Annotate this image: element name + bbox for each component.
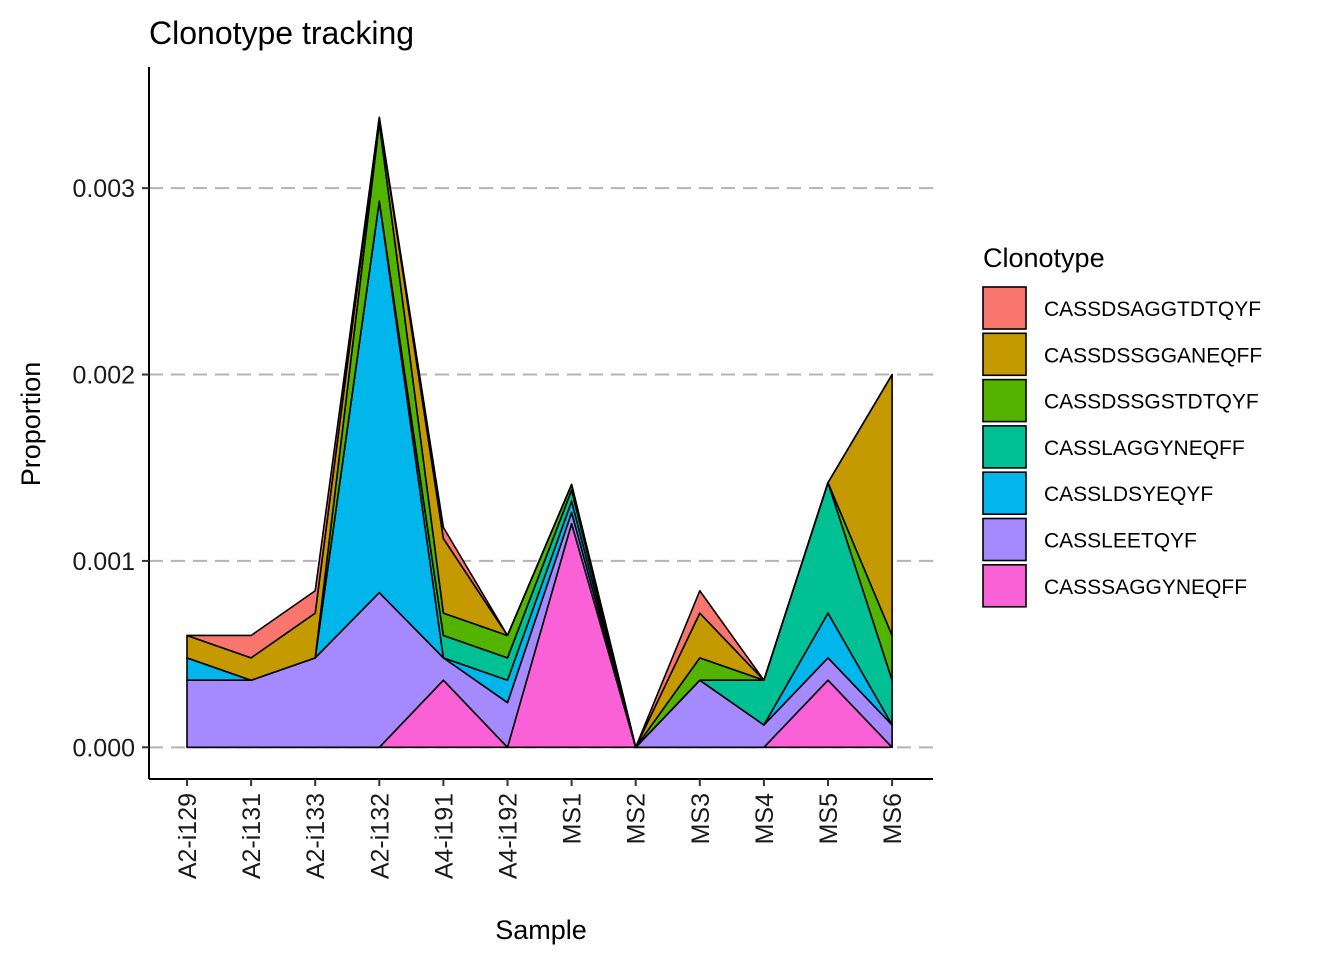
legend-swatch	[982, 517, 1027, 562]
legend-title: Clonotype	[983, 243, 1105, 273]
y-tick-label: 0.000	[72, 734, 135, 762]
x-tick-label: A4-i192	[495, 793, 523, 879]
legend-swatch	[982, 471, 1027, 516]
legend-swatch	[982, 563, 1027, 608]
legend-swatch	[982, 378, 1027, 423]
legend-swatch	[982, 425, 1027, 469]
x-tick-label: A2-i129	[174, 793, 202, 879]
legend-label: CASSDSSGSTDTQYF	[1044, 391, 1259, 414]
x-axis-ticks: A2-i129 A2-i131 A2-i133 A2-i132 A4-i191 A4-i1…	[174, 779, 907, 879]
area-cassdsaggtdtqyf	[186, 116, 893, 749]
stacked-areas	[186, 116, 893, 749]
x-tick-label: A2-i132	[366, 793, 394, 879]
legend-label: CASSLEETQYF	[1044, 530, 1197, 553]
x-tick-label: MS6	[879, 793, 907, 844]
legend-swatch	[982, 332, 1027, 377]
x-tick-label: MS1	[559, 793, 587, 844]
legend-label: CASSLDSYEQYF	[1044, 483, 1213, 506]
legend-label: CASSLAGGYNEQFF	[1044, 437, 1245, 460]
legend-label: CASSDSSGGANEQFF	[1044, 344, 1262, 367]
x-tick-label: MS3	[687, 793, 715, 844]
x-axis-title: Sample	[495, 915, 587, 945]
x-tick-label: A4-i191	[430, 793, 458, 879]
y-tick-label: 0.001	[72, 548, 135, 576]
chart-title: Clonotype tracking	[149, 15, 414, 51]
x-tick-label: A2-i131	[238, 793, 266, 879]
legend: Clonotype CASSDSAGGTDTQYF CASSDSSGGANEQFF…	[982, 243, 1262, 608]
x-tick-label: MS4	[751, 793, 779, 845]
x-tick-label: A2-i133	[302, 793, 330, 879]
legend-swatch	[982, 286, 1027, 330]
y-tick-label: 0.003	[72, 175, 135, 203]
legend-label: CASSDSAGGTDTQYF	[1044, 298, 1261, 321]
y-tick-label: 0.002	[72, 362, 135, 390]
x-tick-label: MS2	[623, 793, 651, 844]
x-tick-label: MS5	[815, 793, 843, 844]
y-axis-ticks: 0.000 0.001 0.002 0.003	[72, 175, 149, 762]
y-axis-title: Proportion	[16, 362, 46, 487]
legend-label: CASSSAGGYNEQFF	[1044, 576, 1247, 599]
